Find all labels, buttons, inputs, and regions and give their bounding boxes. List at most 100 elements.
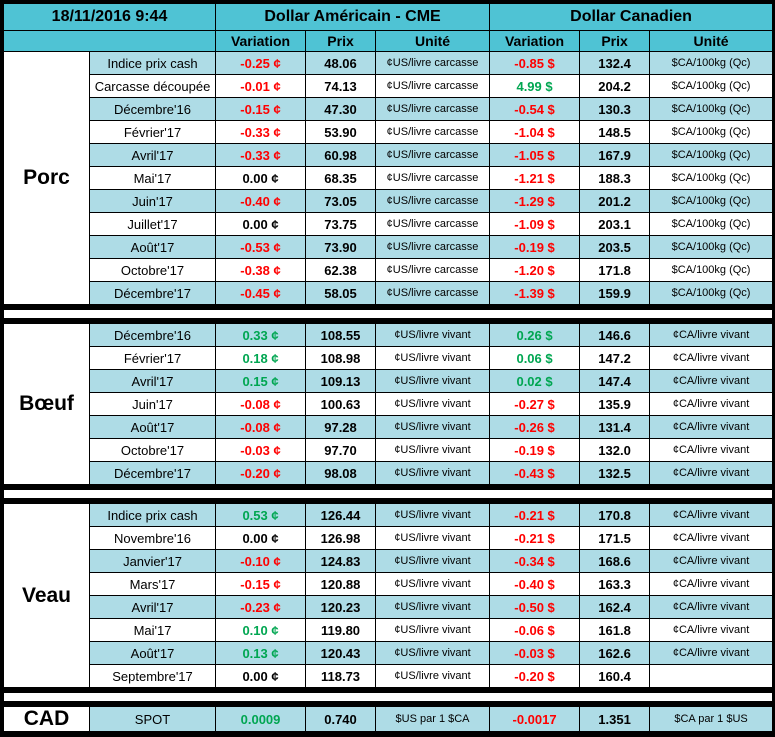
table-row: Août'17 -0.53 ¢ 73.90 ¢US/livre carcasse -0.… bbox=[4, 235, 774, 259]
us-price-cell: 124.83 bbox=[305, 549, 377, 573]
ca-variation-cell: -0.19 $ bbox=[489, 438, 581, 462]
ca-variation-cell: -0.43 $ bbox=[489, 461, 581, 488]
ca-col-prix: Prix bbox=[579, 30, 651, 52]
us-unit-cell: ¢US/livre carcasse bbox=[375, 74, 491, 98]
table-row: CAD SPOT 0.0009 0.740 $US par 1 $CA -0.0017 1.… bbox=[3, 703, 774, 732]
us-price-cell: 119.80 bbox=[305, 618, 377, 642]
row-label: Août'17 bbox=[88, 235, 217, 259]
separator-band bbox=[2, 687, 774, 707]
us-price-cell: 120.43 bbox=[305, 641, 377, 665]
date-header: 18/11/2016 9:44 bbox=[2, 3, 217, 31]
us-price-cell: 118.73 bbox=[305, 664, 377, 691]
table-row: Décembre'17 -0.45 ¢ 58.05 ¢US/livre carcass… bbox=[4, 281, 774, 308]
ca-unit-cell: $CA/100kg (Qc) bbox=[649, 97, 774, 121]
us-col-prix: Prix bbox=[305, 30, 377, 52]
table-row: Juin'17 -0.40 ¢ 73.05 ¢US/livre carcasse -1.… bbox=[4, 189, 774, 213]
ca-variation-cell: -0.85 $ bbox=[489, 51, 581, 75]
ca-price-cell: 135.9 bbox=[579, 392, 651, 416]
header-spacer bbox=[2, 30, 217, 52]
ca-price-cell: 147.4 bbox=[579, 369, 651, 393]
us-price-cell: 109.13 bbox=[305, 369, 377, 393]
row-label: Décembre'17 bbox=[88, 281, 217, 308]
us-price-cell: 47.30 bbox=[305, 97, 377, 121]
ca-price-cell: 188.3 bbox=[579, 166, 651, 190]
ca-unit-cell: ¢CA/livre vivant bbox=[649, 346, 774, 370]
us-variation-cell: 0.0009 bbox=[215, 703, 307, 732]
ca-price-cell: 171.8 bbox=[579, 258, 651, 282]
us-unit-cell: ¢US/livre carcasse bbox=[375, 51, 491, 75]
us-price-cell: 108.55 bbox=[305, 320, 377, 347]
us-price-cell: 120.88 bbox=[305, 572, 377, 596]
table-row: Novembre'16 0.00 ¢ 126.98 ¢US/livre vivant -… bbox=[4, 526, 774, 550]
ca-unit-cell: $CA/100kg (Qc) bbox=[649, 235, 774, 259]
us-variation-cell: -0.45 ¢ bbox=[215, 281, 307, 308]
us-price-cell: 62.38 bbox=[305, 258, 377, 282]
us-unit-cell: ¢US/livre carcasse bbox=[375, 97, 491, 121]
us-price-cell: 73.05 bbox=[305, 189, 377, 213]
row-label: Avril'17 bbox=[88, 143, 217, 167]
ca-variation-cell: 0.26 $ bbox=[489, 320, 581, 347]
ca-price-cell: 131.4 bbox=[579, 415, 651, 439]
us-price-cell: 53.90 bbox=[305, 120, 377, 144]
table-row: Mars'17 -0.15 ¢ 120.88 ¢US/livre vivant -0.4… bbox=[4, 572, 774, 596]
ca-unit-cell: $CA/100kg (Qc) bbox=[649, 212, 774, 236]
ca-variation-cell: 4.99 $ bbox=[489, 74, 581, 98]
ca-price-cell: 203.1 bbox=[579, 212, 651, 236]
us-variation-cell: -0.20 ¢ bbox=[215, 461, 307, 488]
us-price-cell: 58.05 bbox=[305, 281, 377, 308]
section-label-porc: Porc bbox=[3, 51, 90, 308]
us-unit-cell: ¢US/livre carcasse bbox=[375, 120, 491, 144]
us-price-cell: 73.75 bbox=[305, 212, 377, 236]
ca-unit-cell: ¢CA/livre vivant bbox=[649, 572, 774, 596]
us-variation-cell: 0.10 ¢ bbox=[215, 618, 307, 642]
table-row: Juillet'17 0.00 ¢ 73.75 ¢US/livre carcasse -… bbox=[4, 212, 774, 236]
us-unit-cell: ¢US/livre vivant bbox=[375, 438, 491, 462]
row-label: Août'17 bbox=[88, 641, 217, 665]
row-label: Août'17 bbox=[88, 415, 217, 439]
ca-variation-cell: -1.04 $ bbox=[489, 120, 581, 144]
row-label: Mai'17 bbox=[88, 618, 217, 642]
us-variation-cell: -0.23 ¢ bbox=[215, 595, 307, 619]
us-variation-cell: -0.33 ¢ bbox=[215, 120, 307, 144]
ca-price-cell: 146.6 bbox=[579, 320, 651, 347]
section-separator bbox=[2, 687, 774, 707]
us-unit-cell: ¢US/livre vivant bbox=[375, 320, 491, 347]
section-label-boeuf: Bœuf bbox=[3, 320, 90, 488]
us-unit-cell: ¢US/livre carcasse bbox=[375, 166, 491, 190]
us-variation-cell: 0.00 ¢ bbox=[215, 166, 307, 190]
row-label: Octobre'17 bbox=[88, 438, 217, 462]
table-row: Juin'17 -0.08 ¢ 100.63 ¢US/livre vivant -0.2… bbox=[4, 392, 774, 416]
ca-unit-cell: $CA/100kg (Qc) bbox=[649, 120, 774, 144]
us-price-cell: 48.06 bbox=[305, 51, 377, 75]
ca-unit-cell: ¢CA/livre vivant bbox=[649, 595, 774, 619]
ca-unit-cell: $CA/100kg (Qc) bbox=[649, 281, 774, 308]
us-unit-cell: ¢US/livre vivant bbox=[375, 618, 491, 642]
us-unit-cell: ¢US/livre carcasse bbox=[375, 281, 491, 308]
us-col-variation: Variation bbox=[215, 30, 307, 52]
ca-variation-cell: -0.0017 bbox=[489, 703, 581, 732]
ca-unit-cell: ¢CA/livre vivant bbox=[649, 641, 774, 665]
ca-variation-cell: -0.21 $ bbox=[489, 500, 581, 527]
ca-variation-cell: 0.06 $ bbox=[489, 346, 581, 370]
row-label: Décembre'16 bbox=[88, 97, 217, 121]
ca-variation-cell: -0.03 $ bbox=[489, 641, 581, 665]
ca-price-cell: 132.4 bbox=[579, 51, 651, 75]
ca-variation-cell: -0.54 $ bbox=[489, 97, 581, 121]
row-label: Avril'17 bbox=[88, 595, 217, 619]
table-row: Avril'17 -0.23 ¢ 120.23 ¢US/livre vivant -0.… bbox=[4, 595, 774, 619]
row-label: Février'17 bbox=[88, 346, 217, 370]
ca-unit-cell: ¢CA/livre vivant bbox=[649, 461, 774, 488]
us-unit-cell: ¢US/livre carcasse bbox=[375, 235, 491, 259]
ca-price-cell: 160.4 bbox=[579, 664, 651, 691]
table-row: Mai'17 0.00 ¢ 68.35 ¢US/livre carcasse -1.21… bbox=[4, 166, 774, 190]
ca-price-cell: 130.3 bbox=[579, 97, 651, 121]
commodity-price-table: 18/11/2016 9:44 Dollar Américain - CME D… bbox=[2, 3, 774, 732]
table-row: Août'17 -0.08 ¢ 97.28 ¢US/livre vivant -0.26… bbox=[4, 415, 774, 439]
ca-variation-cell: -0.19 $ bbox=[489, 235, 581, 259]
ca-col-variation: Variation bbox=[489, 30, 581, 52]
table-row: Bœuf Décembre'16 0.33 ¢ 108.55 ¢US/livre viv… bbox=[3, 320, 774, 488]
ca-unit-cell: ¢CA/livre vivant bbox=[649, 549, 774, 573]
ca-unit-cell: ¢CA/livre vivant bbox=[649, 526, 774, 550]
ca-variation-cell: -0.21 $ bbox=[489, 526, 581, 550]
